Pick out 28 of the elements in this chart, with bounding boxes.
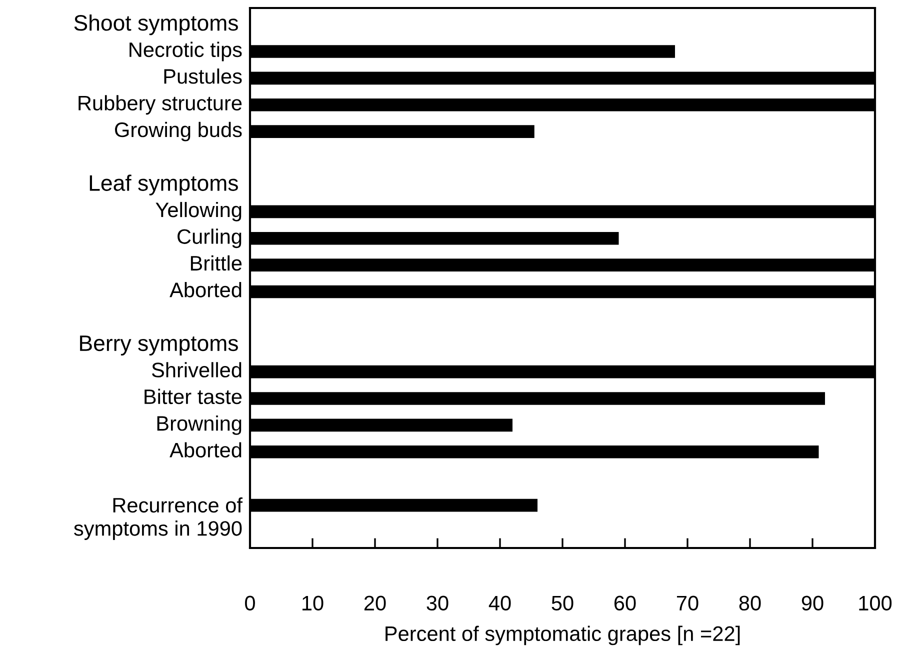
x-tick-label: 40 <box>488 596 511 611</box>
y-tick-label: Bitter taste <box>144 388 242 404</box>
y-tick-label: Brittle <box>190 255 242 271</box>
y-tick-label: Berry symptoms <box>80 336 238 356</box>
x-tick-label: 90 <box>802 596 824 611</box>
y-tick-label: Aborted <box>170 282 242 298</box>
y-tick-label: Curling <box>178 228 242 248</box>
x-tick-label: 80 <box>739 596 761 611</box>
x-tick-label: 100 <box>859 596 892 611</box>
y-tick-label: Shrivelled <box>152 362 242 378</box>
y-tick-label: Browning <box>157 416 242 435</box>
y-tick-label: Growing buds <box>115 122 242 142</box>
x-tick-label: 50 <box>552 596 574 611</box>
y-tick-label: Leaf symptoms <box>90 174 238 196</box>
y-tick-label: Yellowing <box>156 202 242 222</box>
x-tick-label: 10 <box>302 596 324 611</box>
x-tick-label: 20 <box>364 596 386 611</box>
x-tick-label: 70 <box>676 596 698 611</box>
y-tick-label: Rubbery structure <box>78 95 242 115</box>
x-tick-label: 0 <box>245 596 255 611</box>
y-tick-label: Recurrence of symptoms in 1990 <box>74 497 243 540</box>
x-tick-label: 30 <box>426 596 448 611</box>
y-tick-label: Pustules <box>164 68 242 84</box>
y-tick-label: Necrotic tips <box>130 42 242 62</box>
x-axis-title: Percent of symptomatic grapes [n =22] <box>386 626 740 646</box>
x-tick-label: 60 <box>614 596 636 611</box>
y-tick-label: Aborted <box>170 442 242 458</box>
y-tick-label: Shoot symptoms <box>74 14 238 36</box>
